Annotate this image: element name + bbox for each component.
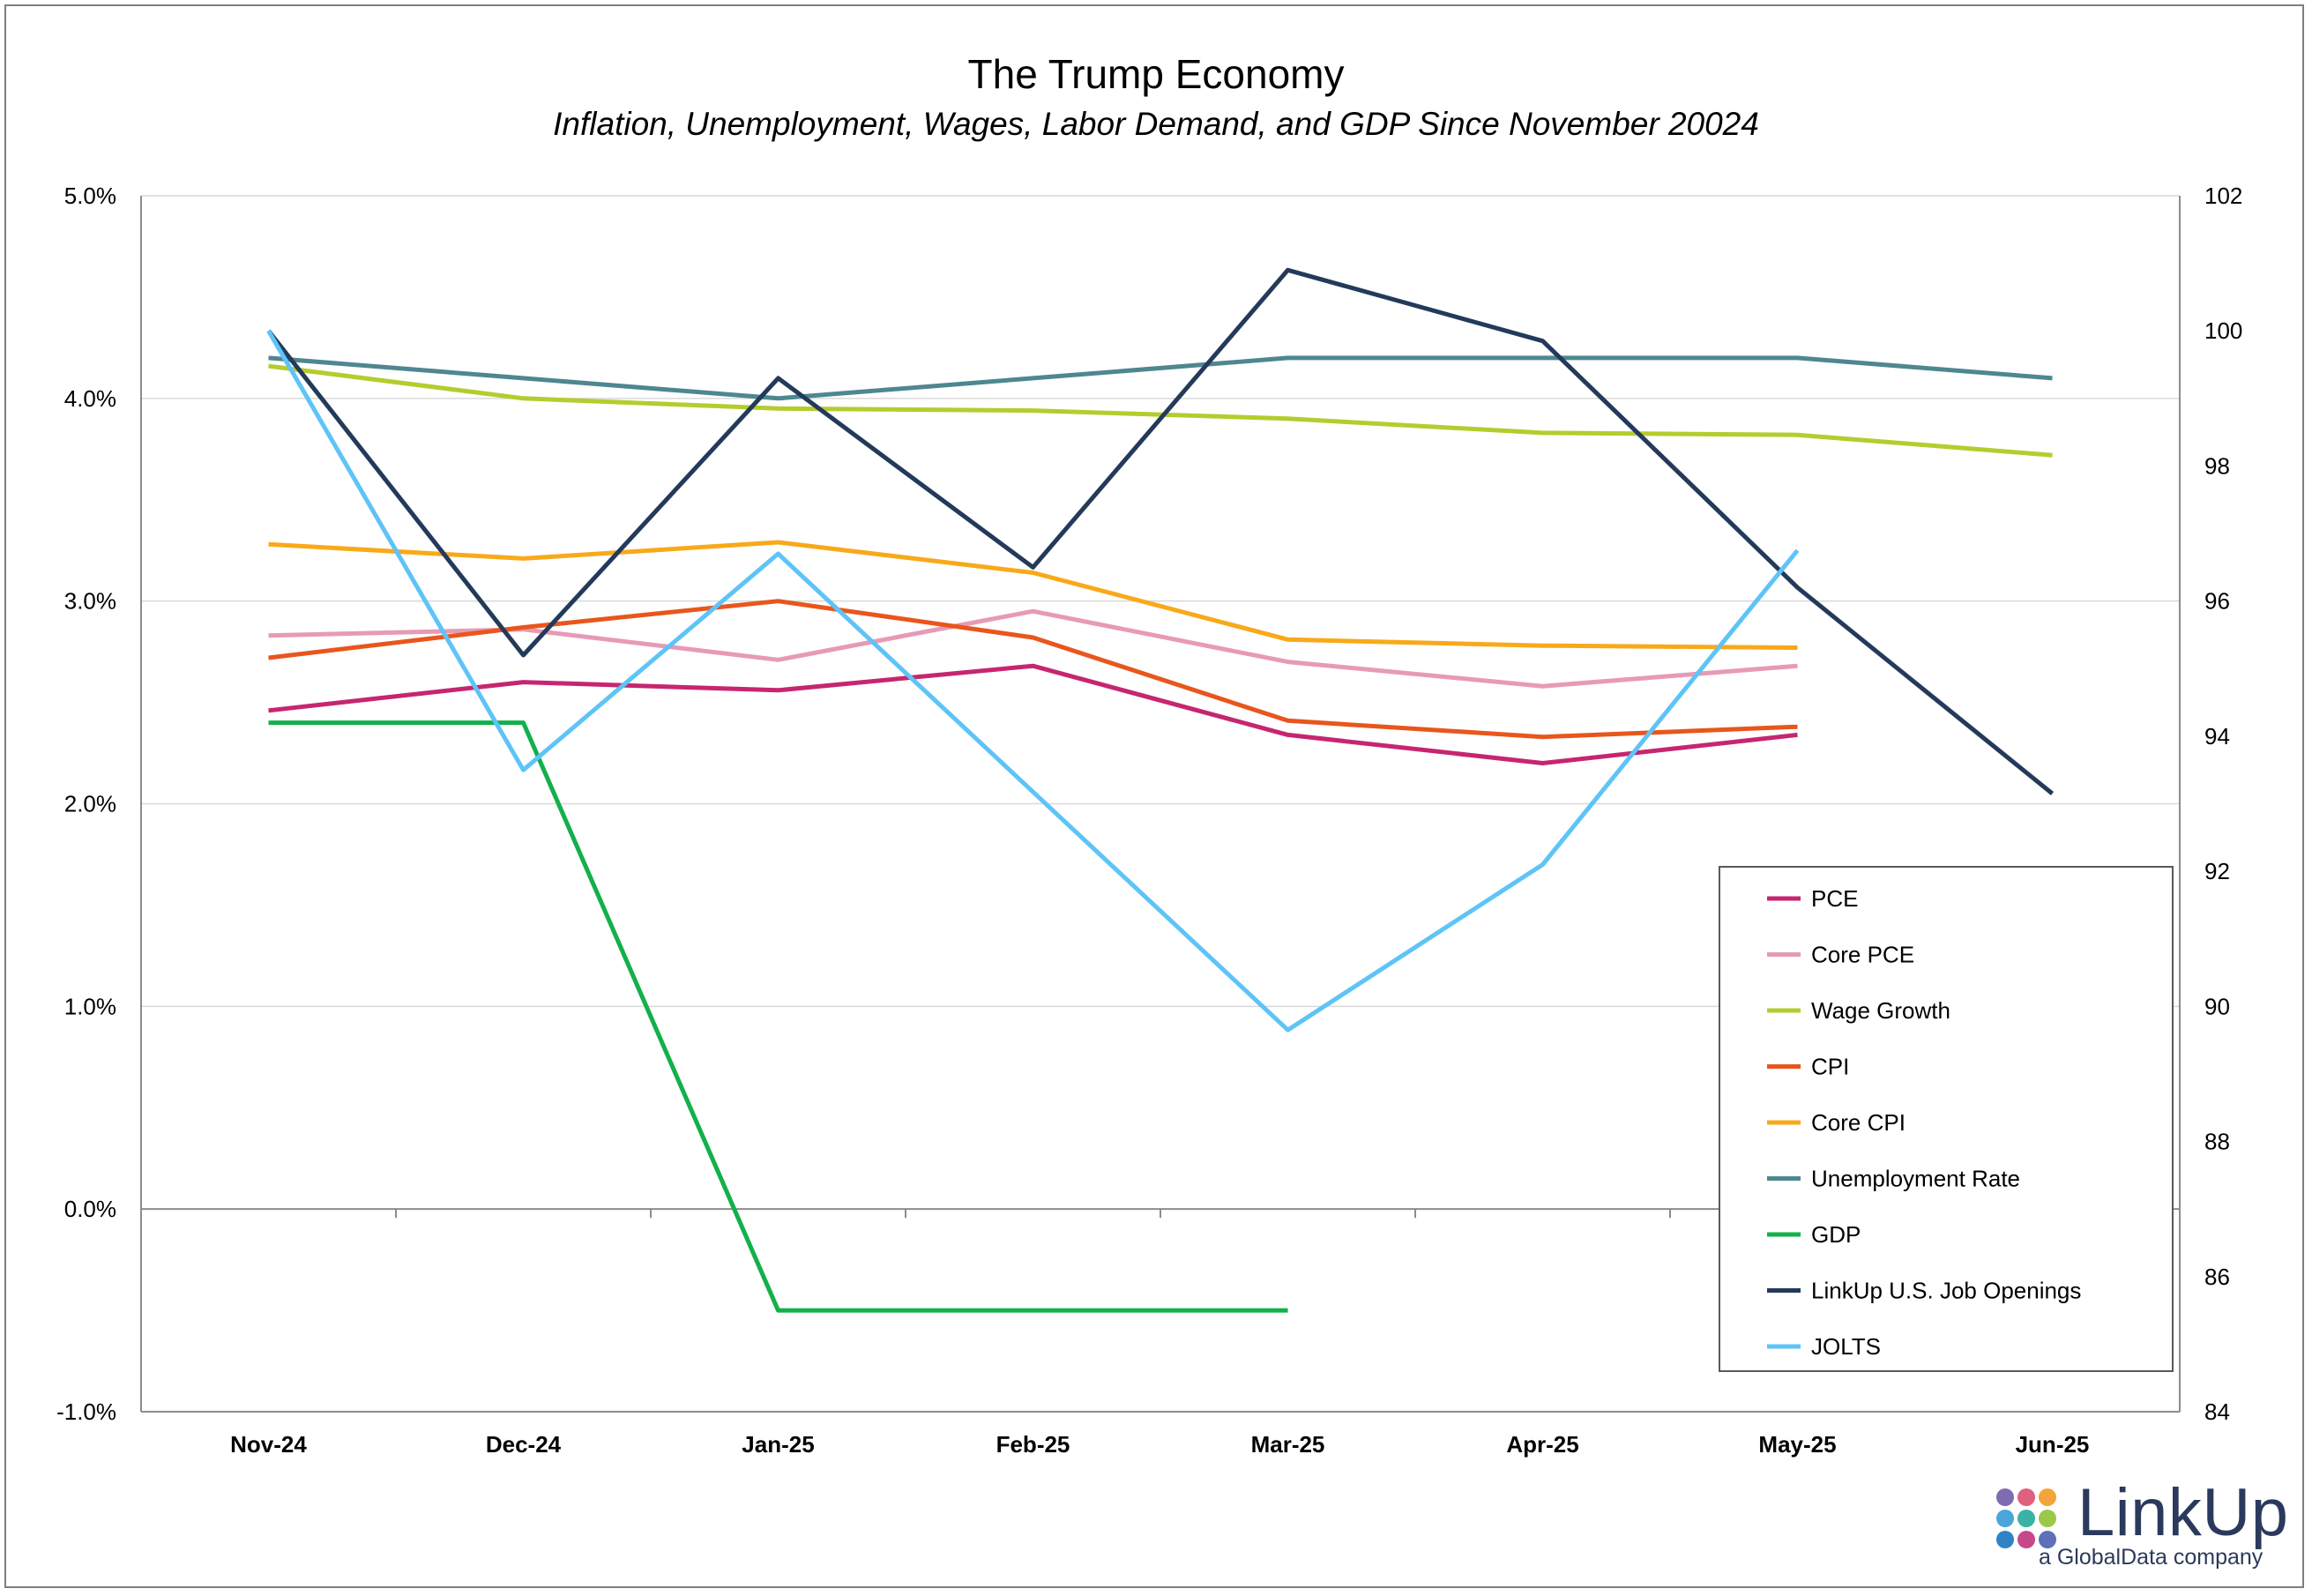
right-tick-label: 92 (2204, 858, 2230, 884)
series-line-wage-growth (268, 363, 2053, 458)
legend-label-unemployment-rate: Unemployment Rate (1811, 1166, 2020, 1192)
right-tick-label: 102 (2204, 183, 2242, 209)
chart-title: The Trump Economy (968, 51, 1345, 97)
left-tick-label: -1.0% (56, 1398, 116, 1425)
series-line-pce (268, 663, 1798, 765)
series-group (266, 267, 2055, 1313)
tick-labels: -1.0% 0.0% 1.0% 2.0% 3.0% 4.0% 5.0% 84 86 88 90 92 9… (56, 183, 2242, 1458)
legend-label-pce: PCE (1811, 885, 1858, 912)
right-tick-label: 94 (2204, 723, 2230, 750)
logo-dot (2017, 1531, 2035, 1548)
logo-dots-icon (1996, 1488, 2056, 1548)
right-tick-label: 100 (2204, 317, 2242, 344)
category-label: Jan-25 (742, 1431, 814, 1458)
legend-label-cpi: CPI (1811, 1054, 1849, 1080)
left-tick-label: 2.0% (64, 791, 116, 817)
right-tick-label: 98 (2204, 452, 2230, 479)
right-tick-label: 86 (2204, 1264, 2230, 1290)
chart-subtitle: Inflation, Unemployment, Wages, Labor De… (553, 106, 1759, 142)
right-tick-label: 88 (2204, 1129, 2230, 1155)
legend-label-core-pce: Core PCE (1811, 942, 1914, 968)
logo-dot (2017, 1488, 2035, 1506)
logo-dot (2039, 1488, 2056, 1506)
logo-dot (2039, 1510, 2056, 1527)
linkup-logo: LinkUp a GlobalData company (1995, 1475, 2294, 1582)
left-tick-label: 1.0% (64, 993, 116, 1019)
series-line-jolts (266, 329, 1800, 1033)
category-label: Apr-25 (1506, 1431, 1578, 1458)
category-label: May-25 (1758, 1431, 1836, 1458)
logo-dot (2017, 1510, 2035, 1527)
chart-frame (4, 4, 2304, 1588)
legend: PCE Core PCE Wage Growth CPI Core CPI Unemplo… (1719, 866, 2174, 1372)
category-label: Nov-24 (230, 1431, 307, 1458)
series-line-gdp (268, 720, 1288, 1313)
legend-label-jolts: JOLTS (1811, 1333, 1881, 1360)
category-label: Jun-25 (2016, 1431, 2090, 1458)
series-line-linkup-u-s-job-openings (266, 267, 2055, 795)
right-tick-label: 90 (2204, 993, 2230, 1019)
right-tick-label: 96 (2204, 588, 2230, 615)
logo-dot (1996, 1510, 2014, 1527)
category-label: Dec-24 (486, 1431, 562, 1458)
legend-box (1719, 866, 2174, 1372)
left-tick-label: 5.0% (64, 183, 116, 209)
legend-label-wage-growth: Wage Growth (1811, 997, 1950, 1024)
legend-label-linkup-u-s-job-openings: LinkUp U.S. Job Openings (1811, 1278, 2081, 1304)
series-line-cpi (268, 599, 1798, 740)
category-label: Mar-25 (1251, 1431, 1325, 1458)
logo-brand-text: LinkUp (2077, 1475, 2289, 1550)
right-tick-label: 84 (2204, 1398, 2230, 1425)
legend-label-core-cpi: Core CPI (1811, 1109, 1906, 1136)
category-label: Feb-25 (996, 1431, 1070, 1458)
series-line-unemployment-rate (268, 355, 2053, 401)
logo-dot (2039, 1531, 2056, 1548)
left-tick-label: 0.0% (64, 1196, 116, 1222)
left-tick-label: 4.0% (64, 385, 116, 412)
logo-dot (1996, 1531, 2014, 1548)
legend-label-gdp: GDP (1811, 1221, 1861, 1248)
logo-tagline: a GlobalData company (2039, 1545, 2264, 1570)
logo-dot (1996, 1488, 2014, 1506)
left-tick-label: 3.0% (64, 588, 116, 615)
series-line-core-cpi (268, 540, 1798, 650)
